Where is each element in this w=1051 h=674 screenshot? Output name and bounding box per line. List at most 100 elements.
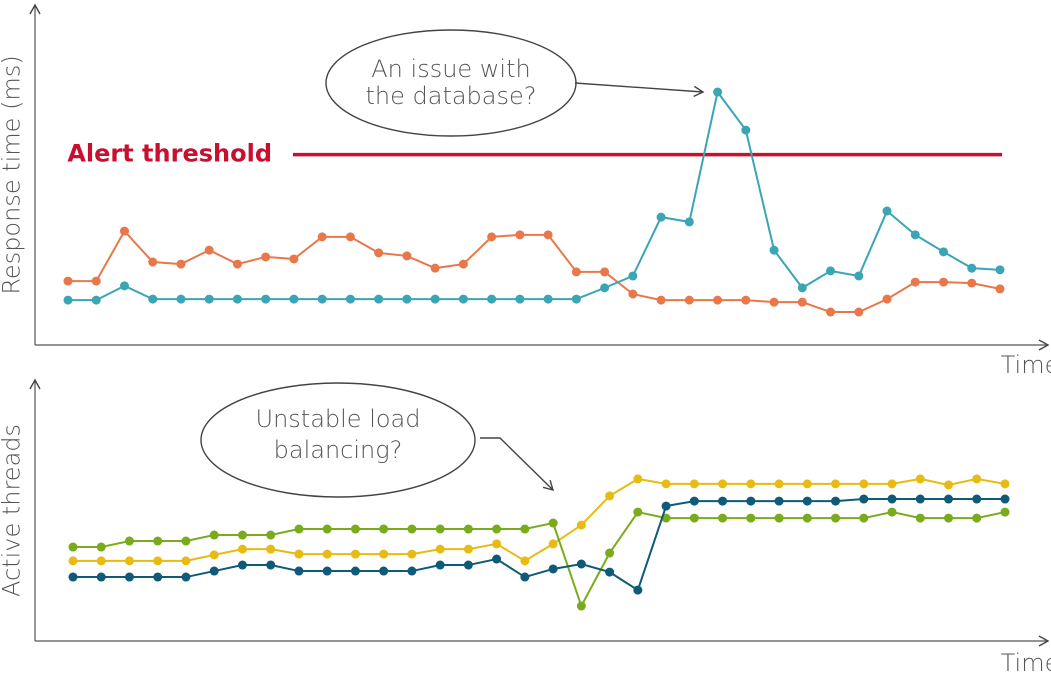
data-point [656,212,666,222]
data-point [684,295,694,305]
data-point [548,518,558,528]
data-point [181,572,191,582]
data-point [882,294,892,304]
callout-text: An issue with [371,55,530,83]
data-point [802,513,812,523]
data-point [96,556,106,566]
data-point [769,245,779,255]
data-point [209,566,219,576]
data-point [859,494,869,504]
data-point [605,491,615,501]
data-point [628,289,638,299]
data-point [430,263,440,273]
data-point [797,297,807,307]
data-point [656,295,666,305]
data-point [350,566,360,576]
data-point [831,479,841,489]
data-point [769,297,779,307]
data-point [289,294,299,304]
data-point [605,567,615,577]
data-point [407,524,417,534]
data-point [802,496,812,506]
data-point [831,496,841,506]
data-point [887,494,897,504]
data-point [774,496,784,506]
data-point [435,560,445,570]
x-axis-label: Time [1001,351,1051,379]
data-point [181,536,191,546]
data-point [543,294,553,304]
data-point [887,479,897,489]
data-point [774,479,784,489]
data-point [718,513,728,523]
data-point [435,524,445,534]
data-point [520,556,530,566]
data-point [96,572,106,582]
data-point [266,544,276,554]
data-point [515,230,525,240]
data-point [887,507,897,517]
data-point [492,554,502,564]
data-point [882,206,892,216]
data-point [322,524,332,534]
callout-arrow [574,82,705,97]
data-point [374,294,384,304]
data-point [458,294,468,304]
callout-bubble [200,382,476,498]
data-point [746,479,756,489]
data-point [600,267,610,277]
data-point [605,548,615,558]
data-point [124,536,134,546]
data-point [345,232,355,242]
data-point [910,277,920,287]
data-point [68,572,78,582]
data-point [458,259,468,269]
threshold-label: Alert threshold [67,140,272,168]
data-point [854,271,864,281]
data-point [91,295,101,305]
data-point [204,245,214,255]
data-point [124,572,134,582]
data-point [294,549,304,559]
data-point [63,276,73,286]
data-point [176,294,186,304]
data-point [746,496,756,506]
data-point [576,559,586,569]
data-point [576,520,586,530]
data-point [826,266,836,276]
data-point [548,564,558,574]
data-point [972,494,982,504]
data-point [915,474,925,484]
data-point [548,539,558,549]
data-point [153,556,163,566]
data-point [124,556,134,566]
data-point [463,524,473,534]
data-point [633,585,643,595]
data-point [96,542,106,552]
data-point [487,232,497,242]
series-line [73,477,1006,563]
data-point [379,549,389,559]
data-point [232,294,242,304]
data-point [63,295,73,305]
data-point [661,501,671,511]
data-point [379,566,389,576]
data-point [261,252,271,262]
data-point [689,496,699,506]
data-point [379,524,389,534]
series-line [68,229,1001,314]
data-point [1000,479,1010,489]
data-point [68,542,78,552]
data-point [995,284,1005,294]
data-point [294,524,304,534]
data-point [972,474,982,484]
data-point [209,530,219,540]
data-point [374,248,384,258]
data-point [487,294,497,304]
callout-arrow [480,437,555,492]
data-point [237,530,247,540]
data-point [718,496,728,506]
y-axis-label: Response time (ms) [0,55,26,294]
data-point [322,566,332,576]
